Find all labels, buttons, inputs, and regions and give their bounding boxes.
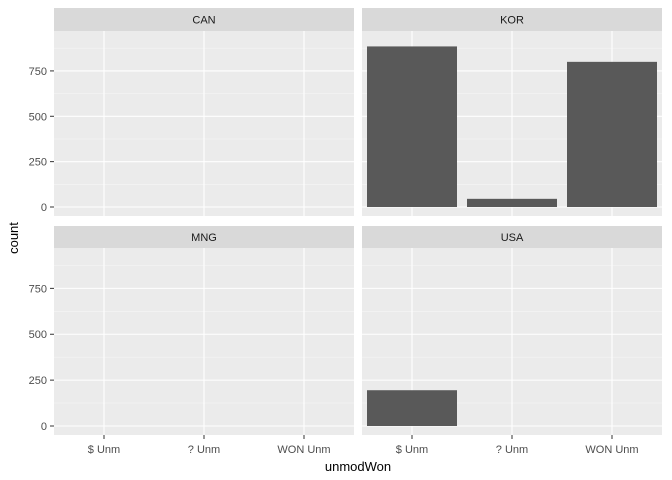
x-tick-label: WON Unm xyxy=(585,444,638,456)
facet-strip xyxy=(362,8,662,31)
bar-kor-2 xyxy=(567,61,657,207)
y-axis-row-1: 0 250 500 750 xyxy=(29,283,54,433)
y-axis-title: count xyxy=(6,222,21,254)
x-tick-label: $ Unm xyxy=(396,444,428,456)
y-tick-label: 500 xyxy=(29,111,47,123)
y-tick-label: 250 xyxy=(29,375,47,387)
bar-kor-0 xyxy=(367,46,457,207)
facet-panel-mng: MNG xyxy=(54,226,354,435)
facet-strip xyxy=(54,226,354,248)
facet-panel-can: CAN xyxy=(54,8,354,216)
y-tick-label: 0 xyxy=(41,421,47,433)
y-tick-label: 750 xyxy=(29,283,47,295)
facet-strip-label: USA xyxy=(501,232,524,244)
bar-kor-1 xyxy=(467,198,557,207)
y-tick-label: 750 xyxy=(29,66,47,78)
x-axis-title: unmodWon xyxy=(325,459,391,474)
x-tick-label: ? Unm xyxy=(188,444,220,456)
facet-strip-label: MNG xyxy=(191,232,217,244)
facet-panel-kor: KOR xyxy=(362,8,662,216)
y-tick-label: 0 xyxy=(41,202,47,214)
y-axis-row-0: 0 250 500 750 xyxy=(29,66,54,214)
facet-strip-label: KOR xyxy=(500,15,524,27)
x-axis-col-0: $ Unm ? Unm WON Unm xyxy=(88,435,331,456)
facet-strip-label: CAN xyxy=(192,15,215,27)
y-tick-label: 500 xyxy=(29,329,47,341)
x-axis-col-1: $ Unm ? Unm WON Unm xyxy=(396,435,639,456)
bar-usa-0 xyxy=(367,390,457,426)
facet-strip xyxy=(54,8,354,31)
facet-strip xyxy=(362,226,662,248)
x-tick-label: $ Unm xyxy=(88,444,120,456)
x-tick-label: WON Unm xyxy=(277,444,330,456)
y-tick-label: 250 xyxy=(29,157,47,169)
facet-panels: CAN KOR MNG USA xyxy=(54,8,662,435)
facet-panel-usa: USA xyxy=(362,226,662,435)
x-tick-label: ? Unm xyxy=(496,444,528,456)
